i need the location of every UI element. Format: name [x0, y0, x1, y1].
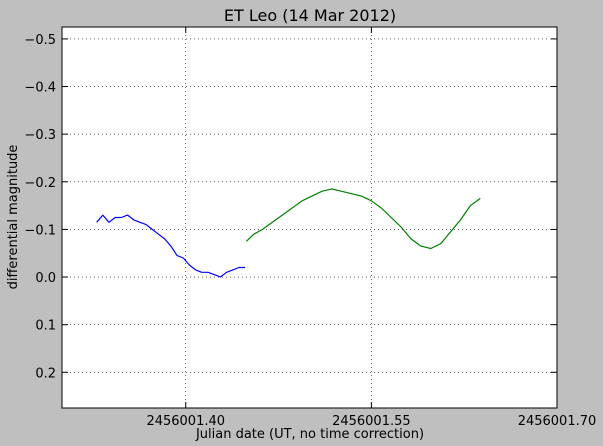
plot-frame [61, 26, 558, 409]
plot-area [62, 27, 557, 408]
y-tick-label: −0.2 [24, 176, 56, 191]
y-tick-label: −0.1 [24, 223, 56, 238]
y-tick-label: 0.2 [35, 366, 56, 381]
x-tick-label: 2456001.55 [332, 414, 411, 429]
y-tick-label: 0.1 [35, 319, 56, 334]
x-tick-label: 2456001.40 [146, 414, 225, 429]
x-tick-label: 2456001.70 [518, 414, 597, 429]
series-line-1 [96, 214, 246, 278]
y-tick-label: −0.5 [24, 33, 56, 48]
y-axis-label: differential magnitude [6, 145, 21, 290]
y-tick-label: −0.3 [24, 128, 56, 143]
ticks: 2456001.40 2456001.55 2456001.70 −0.5 −0.4 −0… [24, 27, 596, 429]
series [96, 188, 481, 278]
x-axis-label: Julian date (UT, no time correction) [195, 427, 424, 442]
series-line-2 [245, 188, 481, 250]
y-tick-label: 0.0 [35, 271, 56, 286]
grid [62, 27, 558, 408]
chart-title: ET Leo (14 Mar 2012) [224, 6, 396, 25]
y-tick-label: −0.4 [24, 81, 56, 96]
